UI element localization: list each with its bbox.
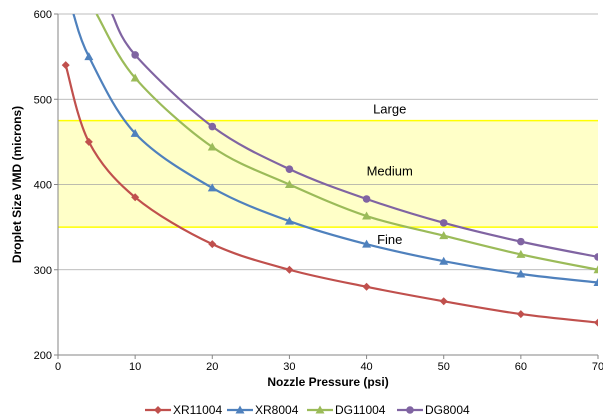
data-point-xr11004 — [362, 282, 371, 291]
data-point-dg8004 — [285, 165, 294, 173]
data-point-dg8004 — [594, 253, 598, 261]
data-point-dg8004 — [439, 219, 448, 227]
data-point-dg8004 — [208, 122, 217, 131]
data-point-xr11004 — [516, 310, 525, 319]
size-bands — [58, 119, 598, 228]
data-point-xr8004 — [362, 239, 372, 248]
data-point-dg11004 — [130, 73, 140, 82]
x-tick-label: 60 — [515, 361, 527, 373]
y-tick-label: 400 — [34, 180, 52, 192]
data-point-dg11004 — [439, 231, 449, 240]
x-tick-label: 70 — [592, 361, 603, 373]
series-lines — [61, 14, 598, 327]
y-tick-label: 200 — [34, 350, 52, 362]
data-point-xr8004 — [516, 269, 526, 278]
data-point-dg11004 — [516, 249, 526, 258]
data-point-xr11004 — [594, 318, 598, 327]
data-point-xr8004 — [439, 256, 449, 265]
x-tick-label: 50 — [438, 361, 450, 373]
data-point-xr11004 — [131, 193, 140, 202]
legend-item-xr11004: XR11004 — [145, 403, 222, 417]
legend-marker-xr11004 — [154, 406, 162, 414]
data-point-xr11004 — [439, 297, 448, 306]
y-tick-label: 300 — [34, 265, 52, 277]
data-point-dg8004 — [131, 51, 139, 59]
series-dg8004 — [111, 14, 598, 261]
legend: XR11004 XR8004 DG11004 DG8004 — [145, 403, 470, 417]
data-point-dg8004 — [517, 237, 525, 246]
y-tick-label: 500 — [34, 94, 52, 106]
legend-label-dg8004: DG8004 — [425, 403, 470, 417]
data-point-xr11004 — [61, 61, 70, 70]
band-label-medium: Medium — [367, 164, 413, 179]
y-tick-label: 600 — [34, 9, 52, 21]
legend-label-dg11004: DG11004 — [335, 403, 386, 417]
series-dg11004 — [95, 14, 598, 274]
data-point-xr11004 — [208, 240, 217, 249]
band-label-large: Large — [373, 101, 406, 116]
data-point-xr8004 — [207, 183, 217, 192]
x-tick-label: 40 — [360, 361, 372, 373]
data-point-xr8004 — [130, 128, 140, 137]
y-axis-label: Droplet Size VMD (microns) — [10, 106, 24, 263]
data-point-dg8004 — [362, 195, 371, 203]
legend-label-xr11004: XR11004 — [173, 403, 222, 417]
legend-item-dg8004: DG8004 — [397, 403, 470, 417]
x-tick-label: 10 — [129, 361, 141, 373]
series-xr8004 — [72, 14, 598, 287]
series-line-dg11004 — [95, 14, 598, 271]
data-point-dg11004 — [362, 211, 372, 220]
legend-item-dg11004: DG11004 — [307, 403, 386, 417]
data-point-xr8004 — [284, 216, 294, 225]
legend-marker-xr8004 — [235, 405, 245, 414]
legend-marker-dg8004 — [406, 406, 414, 414]
data-point-dg11004 — [207, 142, 217, 151]
x-axis-label: Nozzle Pressure (psi) — [267, 375, 388, 389]
axes: 200 300 400 500 600 0 10 20 30 40 50 60 70 — [34, 9, 603, 373]
data-point-dg11004 — [284, 180, 294, 188]
x-tick-label: 0 — [55, 361, 61, 373]
data-point-xr8004 — [84, 52, 94, 61]
data-point-xr8004 — [593, 278, 598, 287]
series-xr11004 — [61, 61, 598, 327]
x-tick-label: 20 — [206, 361, 218, 373]
data-point-dg11004 — [593, 265, 598, 274]
band-labels: Large Medium Fine — [367, 101, 413, 246]
x-tick-label: 30 — [283, 361, 295, 373]
legend-item-xr8004: XR8004 — [227, 403, 299, 417]
band-fill-medium — [58, 120, 598, 228]
data-point-xr11004 — [84, 137, 93, 146]
legend-label-xr8004: XR8004 — [255, 403, 299, 417]
legend-marker-dg11004 — [315, 405, 325, 414]
data-point-xr11004 — [285, 265, 294, 274]
series-line-dg8004 — [111, 14, 598, 259]
band-label-fine: Fine — [377, 232, 402, 247]
